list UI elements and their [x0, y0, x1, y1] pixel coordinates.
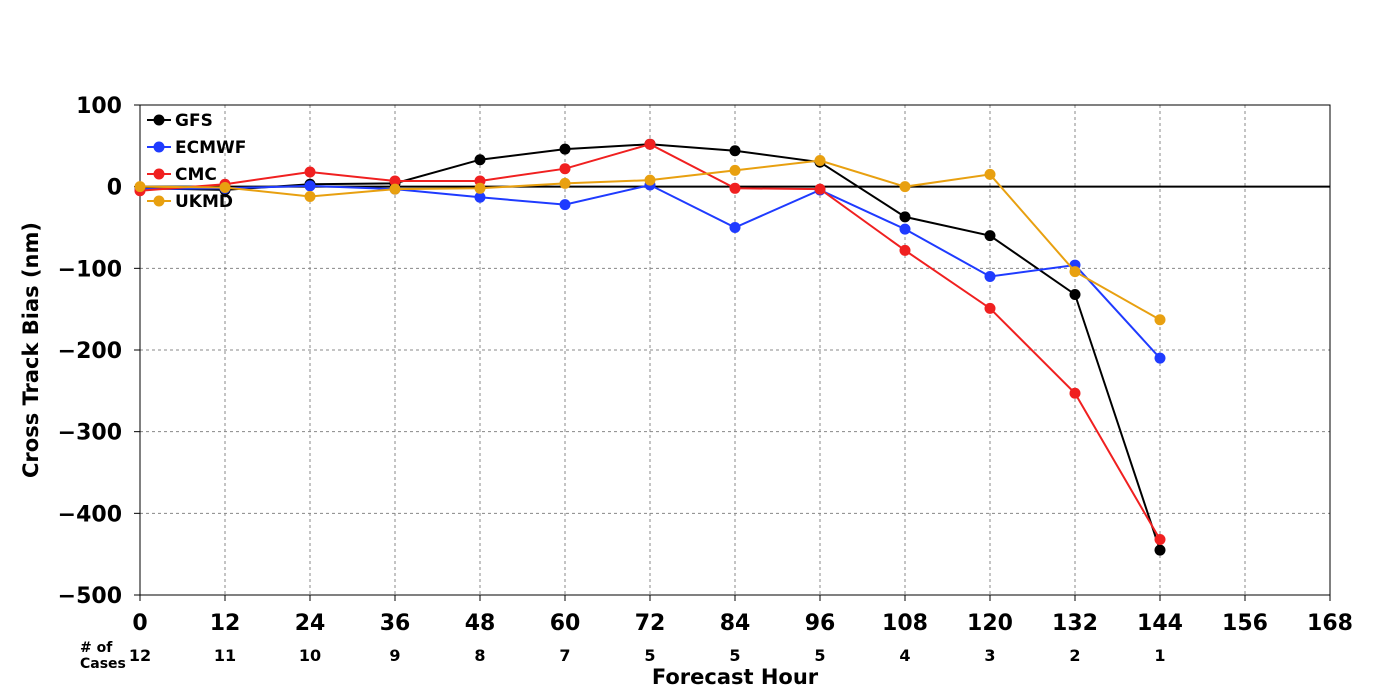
y-tick-label: −500 [58, 584, 122, 609]
legend-item-cmc: CMC [147, 165, 217, 185]
x-tick-label: 12 [210, 611, 241, 636]
series-layer [134, 138, 1166, 556]
data-point [1154, 533, 1166, 545]
legend-swatch-marker [153, 195, 165, 207]
cases-count: 1 [1154, 646, 1165, 665]
data-point [644, 174, 656, 186]
data-point [899, 211, 911, 223]
data-point [304, 190, 316, 202]
series-ukmd [134, 155, 1166, 326]
legend-swatch-marker [153, 114, 165, 126]
legend: GFS ECMWF CMC UKMD [147, 111, 246, 212]
data-point [389, 175, 401, 187]
data-point [219, 181, 231, 193]
data-point [1069, 387, 1081, 399]
data-point [474, 154, 486, 166]
legend-item-ecmwf: ECMWF [147, 138, 246, 158]
data-point [474, 191, 486, 203]
data-point [559, 143, 571, 155]
grid-lines [140, 105, 1330, 595]
legend-item-gfs: GFS [147, 111, 213, 131]
data-point [1069, 288, 1081, 300]
cases-count: 12 [129, 646, 151, 665]
x-tick-label: 120 [967, 611, 1013, 636]
cases-count: 5 [814, 646, 825, 665]
data-point [134, 181, 146, 193]
y-axis-label: Cross Track Bias (nm) [19, 222, 43, 478]
x-axis-label: Forecast Hour [652, 665, 819, 689]
x-tick-label: 96 [805, 611, 836, 636]
cases-label: Cases [80, 656, 126, 672]
data-point [1154, 352, 1166, 364]
cases-count: 5 [729, 646, 740, 665]
legend-swatch-marker [153, 141, 165, 153]
y-tick-label: −200 [58, 339, 122, 364]
cases-count: 9 [389, 646, 400, 665]
x-tick-label: 156 [1222, 611, 1268, 636]
data-point [304, 166, 316, 178]
cases-count: 10 [299, 646, 321, 665]
y-tick-label: −300 [58, 421, 122, 446]
data-point [899, 181, 911, 193]
data-point [814, 155, 826, 167]
legend-swatch-marker [153, 168, 165, 180]
x-tick-label: 144 [1137, 611, 1183, 636]
data-point [1154, 544, 1166, 556]
cases-count: 4 [899, 646, 910, 665]
data-point [814, 183, 826, 195]
x-tick-label: 84 [720, 611, 751, 636]
x-tick-label: 36 [380, 611, 411, 636]
y-tick-label: 0 [107, 176, 122, 201]
y-tick-label: −100 [58, 257, 122, 282]
legend-label: GFS [175, 111, 213, 131]
x-tick-label: 108 [882, 611, 928, 636]
data-point [729, 145, 741, 157]
x-tick-label: 168 [1307, 611, 1353, 636]
series-line [139, 183, 1161, 359]
data-point [984, 271, 996, 282]
legend-label: CMC [175, 165, 217, 185]
x-tick-label: 72 [635, 611, 666, 636]
x-tick-label: 0 [132, 611, 147, 636]
data-point [1069, 266, 1081, 278]
data-point [474, 182, 486, 194]
data-point [389, 183, 401, 195]
x-tick-label: 24 [295, 611, 326, 636]
data-point [984, 302, 996, 314]
cases-count: 2 [1069, 646, 1080, 665]
data-point [644, 138, 656, 150]
data-point [729, 182, 741, 194]
data-point [984, 230, 996, 242]
x-tick-label: 132 [1052, 611, 1098, 636]
cases-count: 3 [984, 646, 995, 665]
y-tick-label: −400 [58, 502, 122, 527]
data-point [559, 199, 571, 211]
cases-label: # of [80, 640, 113, 656]
legend-label: UKMD [175, 192, 233, 212]
data-point [899, 223, 911, 235]
cases-count: 7 [559, 646, 570, 665]
data-point [1154, 314, 1166, 326]
data-point [729, 164, 741, 176]
cases-count: 8 [474, 646, 485, 665]
legend-item-ukmd: UKMD [147, 192, 233, 212]
data-point [729, 222, 741, 233]
data-point [559, 163, 571, 175]
cases-count: 5 [644, 646, 655, 665]
data-point [899, 244, 911, 256]
x-tick-label: 60 [550, 611, 581, 636]
y-tick-label: 100 [76, 94, 122, 119]
legend-label: ECMWF [175, 138, 246, 158]
data-point [559, 177, 571, 189]
x-tick-label: 48 [465, 611, 496, 636]
series-cmc [134, 138, 1166, 545]
data-point [304, 180, 316, 192]
axis-ticks: 0 12 24 36 48 60 72 84 96 108 120 132 144 156 1681000−… [58, 94, 1353, 636]
data-point [984, 168, 996, 180]
cases-count: 11 [214, 646, 236, 665]
